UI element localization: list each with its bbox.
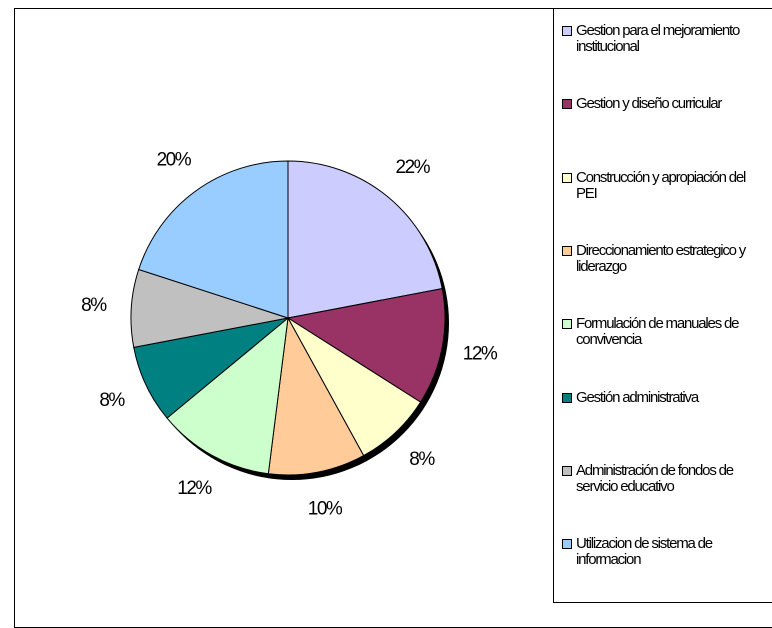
pie-slice bbox=[287, 160, 443, 319]
legend-item: Gestion y diseño curricular bbox=[562, 96, 767, 112]
legend-label: Gestion y diseño curricular bbox=[576, 95, 722, 113]
legend-item: Administración de fondos de servicio edu… bbox=[562, 461, 767, 495]
data-label: 22% bbox=[396, 157, 431, 178]
pie-slice bbox=[286, 287, 446, 403]
legend-label: Gestion para el mejoramiento institucion… bbox=[576, 22, 740, 55]
data-label: 12% bbox=[177, 478, 212, 499]
data-label: 8% bbox=[409, 449, 435, 470]
data-label: 10% bbox=[308, 499, 343, 520]
legend-label: Direccionamiento estrategico y liderazgo bbox=[576, 241, 746, 275]
pie-slice bbox=[138, 160, 289, 319]
legend-item: Formulación de manuales de convivencia bbox=[562, 316, 767, 348]
data-label: 20% bbox=[157, 149, 192, 170]
legend-swatch bbox=[562, 245, 572, 256]
legend-item: Utilizacion de sistema de informacion bbox=[562, 536, 767, 568]
legend-item: Construcción y apropiación del PEI bbox=[562, 168, 767, 202]
legend-label: Gestión administrativa bbox=[576, 388, 699, 406]
legend-swatch bbox=[562, 539, 572, 550]
legend-label: Utilizacion de sistema de informacion bbox=[576, 535, 713, 569]
legend-swatch bbox=[562, 465, 572, 476]
legend-label: Formulación de manuales de convivencia bbox=[576, 315, 739, 349]
legend-label: Administración de fondos de servicio edu… bbox=[576, 461, 734, 495]
pie-slice bbox=[267, 316, 365, 476]
legend-swatch bbox=[562, 99, 572, 110]
legend-swatch bbox=[562, 26, 572, 36]
legend-item: Gestión administrativa bbox=[562, 388, 767, 406]
pie-slice bbox=[166, 316, 289, 475]
legend-swatch bbox=[562, 172, 572, 183]
legend-swatch bbox=[562, 319, 572, 330]
data-label: 12% bbox=[463, 344, 498, 365]
data-label: 8% bbox=[81, 295, 107, 316]
legend: Gestion para el mejoramiento institucion… bbox=[553, 8, 772, 603]
legend-item: Direccionamiento estrategico y liderazgo bbox=[562, 241, 767, 275]
legend-label: Construcción y apropiación del PEI bbox=[576, 168, 746, 202]
legend-swatch bbox=[562, 392, 572, 403]
data-label: 8% bbox=[99, 390, 125, 411]
legend-item: Gestion para el mejoramiento institucion… bbox=[562, 23, 767, 55]
